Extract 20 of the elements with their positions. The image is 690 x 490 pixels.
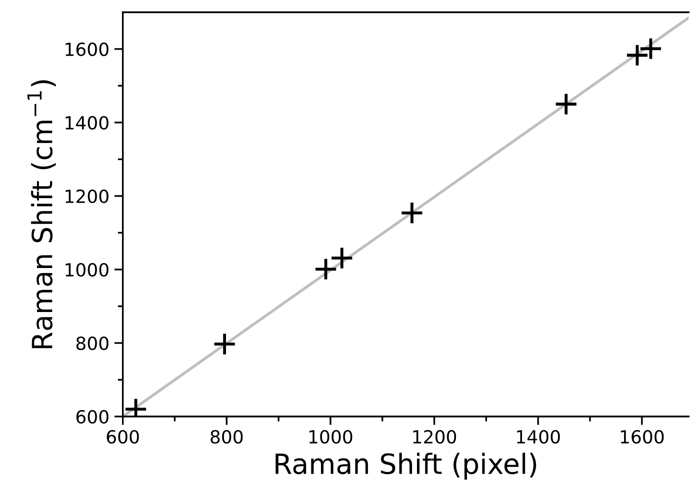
y-tick-label: 1600 [66, 42, 108, 56]
point [640, 38, 662, 59]
y-tick-label: 800 [76, 336, 108, 350]
point [214, 334, 235, 354]
x-tick-label: 1400 [517, 430, 560, 444]
x-tick-label: 1600 [620, 430, 664, 444]
y-tick-label: 600 [76, 410, 108, 424]
x-tick-label: 600 [106, 430, 139, 444]
point [556, 94, 576, 114]
x-tick-label: 1000 [309, 430, 352, 444]
x-tick-label: 800 [210, 430, 243, 444]
point [332, 248, 352, 268]
y-tick-label: 1400 [66, 116, 108, 130]
y-axis-title: Raman Shift (cm$^{−1}$) [27, 80, 56, 348]
y-tick-label: 1000 [66, 262, 108, 277]
point [402, 202, 422, 224]
y-tick-label: 1200 [66, 189, 108, 204]
x-axis-title: Raman Shift (pixel) [276, 452, 536, 480]
x-tick-label: 1200 [413, 430, 456, 444]
point [315, 258, 336, 280]
